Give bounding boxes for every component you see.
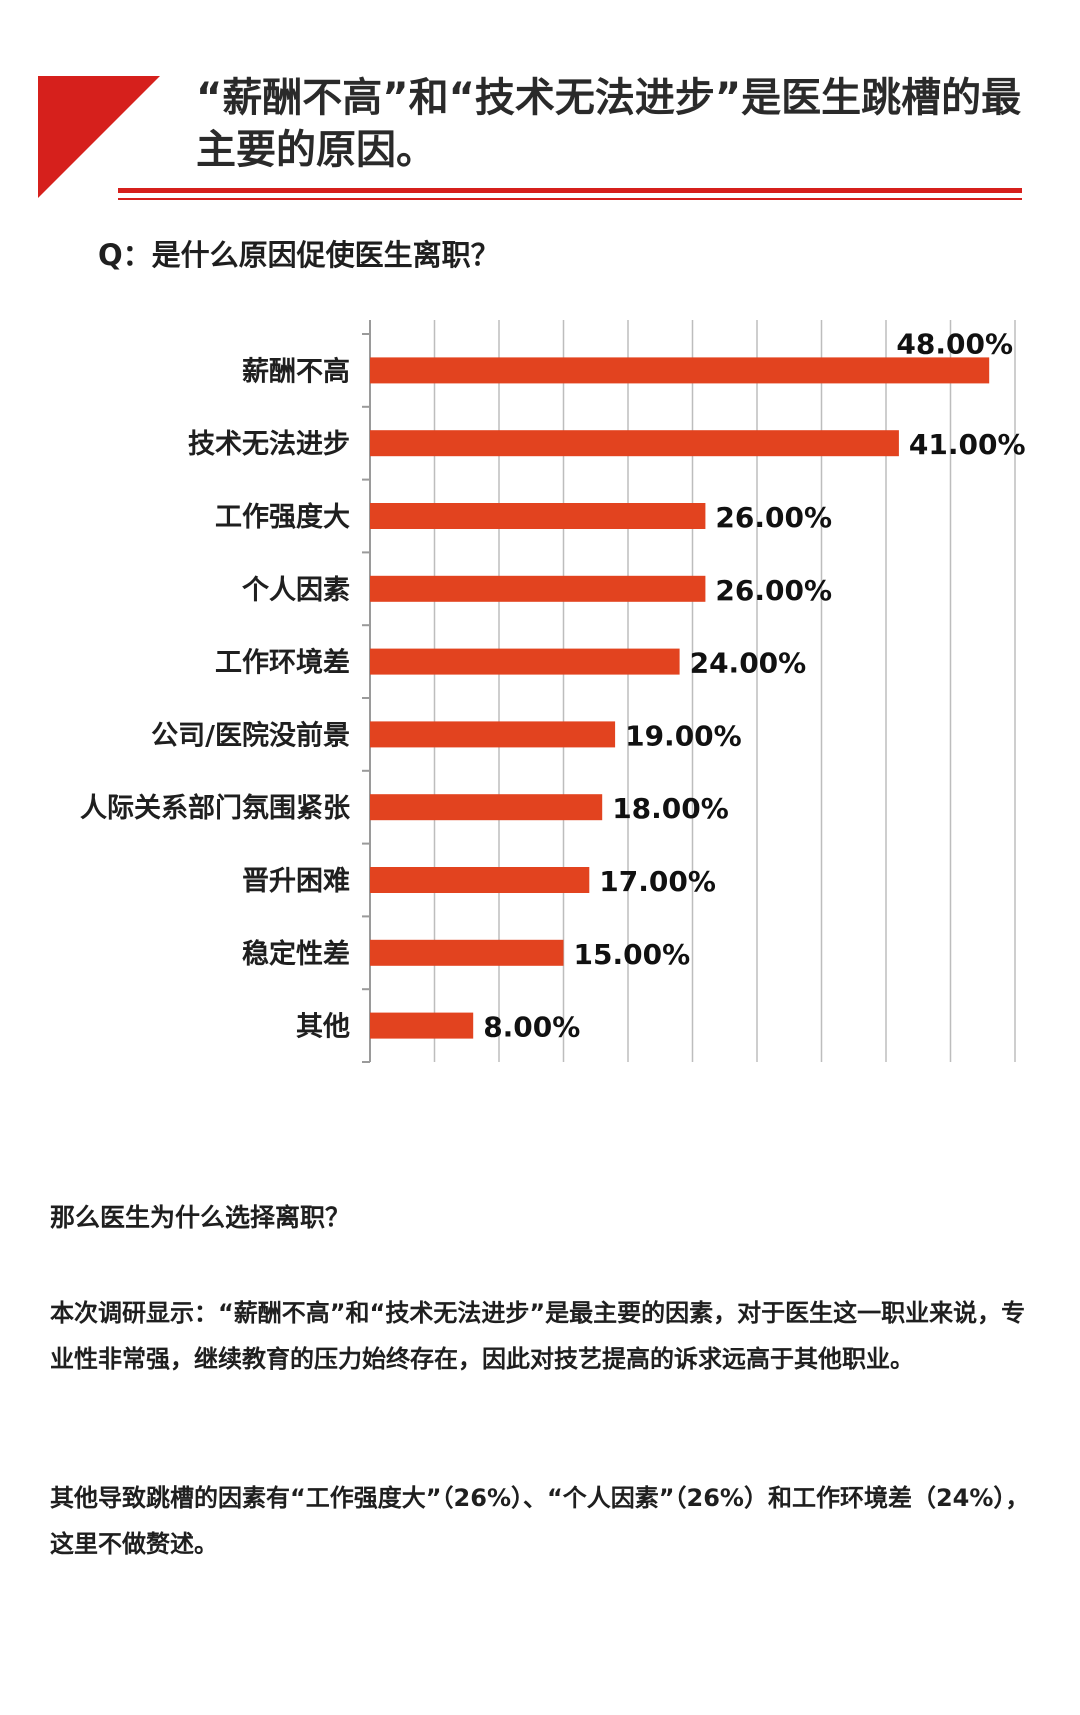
header: “薪酬不高”和“技术无法进步”是医生跳槽的最主要的原因。: [0, 0, 1080, 210]
bar: [370, 648, 680, 675]
title-divider: [118, 188, 1022, 193]
section-heading: 那么医生为什么选择离职？: [50, 1203, 351, 1232]
bar: [370, 575, 706, 602]
category-label: 晋升困难: [242, 866, 350, 897]
value-label: 19.00%: [625, 719, 742, 752]
corner-accent-icon: [38, 76, 160, 198]
value-label: 17.00%: [599, 865, 716, 898]
paragraph-2: 其他导致跳槽的因素有“工作强度大”（26%）、“个人因素”（26%）和工作环境差…: [50, 1484, 1030, 1558]
category-label: 技术无法进步: [188, 429, 350, 460]
bar: [370, 357, 990, 384]
value-label: 41.00%: [909, 428, 1026, 461]
value-label: 24.00%: [690, 647, 807, 680]
category-label: 工作强度大: [215, 501, 350, 533]
bar-chart: 薪酬不高 48.00% 技术无法进步 41.00% 工作强度大 26.00% 个人因素 26.…: [80, 320, 1026, 1063]
category-label: 人际关系部门氛围紧张: [80, 792, 351, 824]
bar: [370, 939, 564, 966]
bar: [370, 867, 590, 893]
title-divider-thin: [118, 198, 1022, 200]
value-label: 8.00%: [483, 1011, 580, 1044]
value-label: 15.00%: [574, 938, 691, 971]
category-label: 薪酬不高: [242, 355, 350, 387]
category-label: 其他: [296, 1012, 350, 1043]
value-label: 18.00%: [612, 792, 729, 825]
bar: [370, 503, 706, 529]
value-label: 48.00%: [896, 327, 1013, 360]
value-label: 26.00%: [715, 501, 832, 534]
paragraph-1: 本次调研显示：“薪酬不高”和“技术无法进步”是最主要的因素，对于医生这一职业来说…: [50, 1299, 1026, 1373]
bar: [370, 794, 603, 821]
category-label: 个人因素: [242, 575, 350, 606]
page-title: “薪酬不高”和“技术无法进步”是医生跳槽的最主要的原因。: [196, 75, 1022, 173]
category-label: 工作环境差: [215, 647, 350, 679]
bar: [370, 430, 899, 457]
category-label: 稳定性差: [242, 938, 350, 970]
category-label: 公司/医院没前景: [151, 719, 350, 751]
value-label: 26.00%: [715, 574, 832, 607]
bar: [370, 721, 616, 748]
bar: [370, 1012, 474, 1039]
question-text: Q：是什么原因促使医生离职？: [98, 238, 500, 272]
